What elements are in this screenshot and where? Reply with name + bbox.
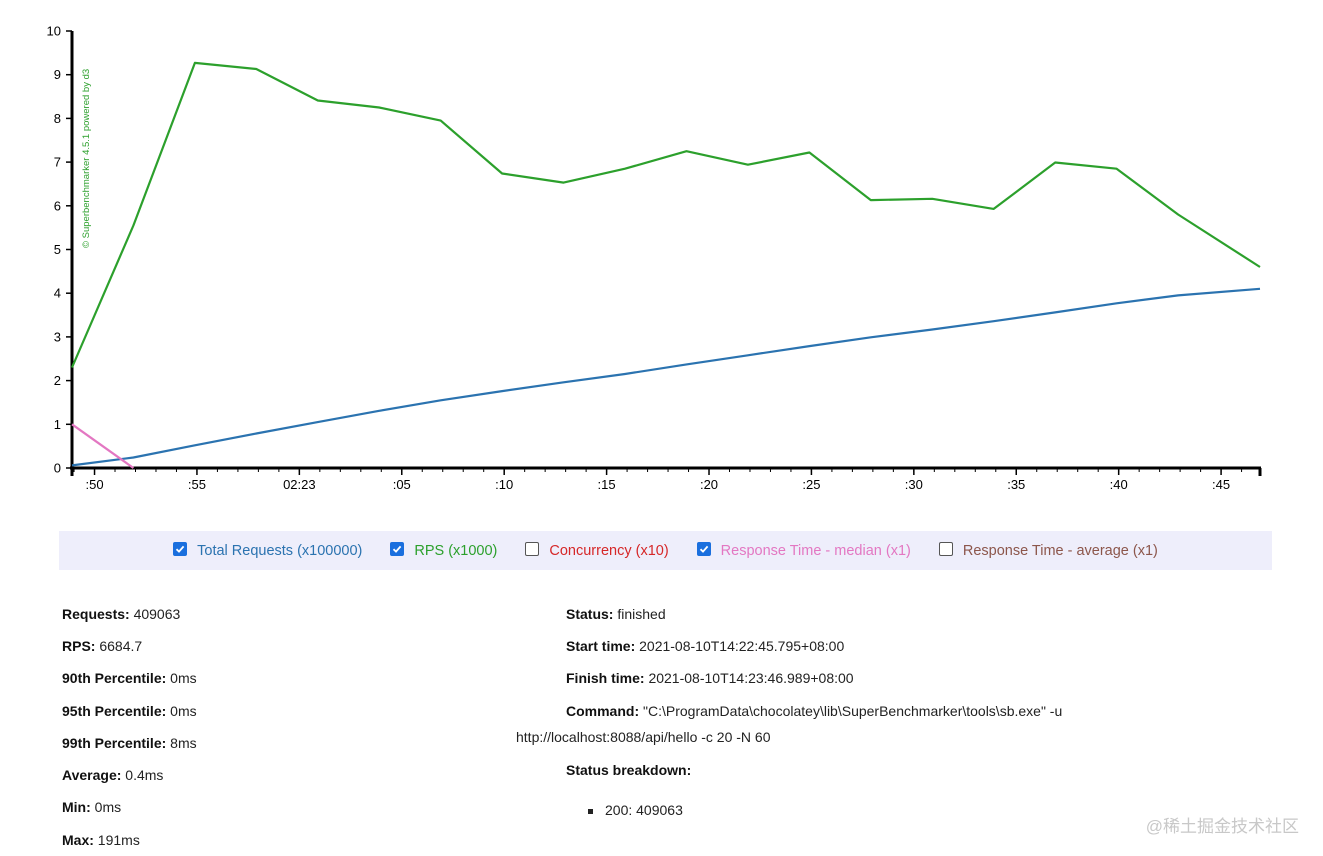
rps-checkbox[interactable] bbox=[390, 542, 405, 556]
stat-status: Status: finished bbox=[566, 606, 666, 622]
stat-max: Max: 191ms bbox=[62, 832, 140, 848]
stat-label: Finish time: bbox=[566, 670, 645, 686]
legend-item-response-median[interactable]: Response Time - median (x1) bbox=[696, 542, 911, 559]
stat-requests: Requests: 409063 bbox=[62, 606, 180, 622]
stat-min: Min: 0ms bbox=[62, 799, 121, 815]
stat-value: 191ms bbox=[97, 832, 140, 848]
stat-value: 0ms bbox=[94, 799, 122, 815]
stat-label: 99th Percentile: bbox=[62, 735, 167, 751]
x-tick-label: :40 bbox=[1110, 477, 1128, 492]
stat-value: finished bbox=[617, 606, 666, 622]
stat-label: Max: bbox=[62, 832, 94, 848]
series-layer bbox=[70, 61, 1261, 469]
legend-item-concurrency[interactable]: Concurrency (x10) bbox=[525, 542, 669, 559]
stat-label: Command: bbox=[566, 703, 640, 719]
x-tick-label: :50 bbox=[85, 477, 103, 492]
legend-item-rps[interactable]: RPS (x1000) bbox=[390, 542, 498, 559]
x-tick-label: :30 bbox=[905, 477, 923, 492]
legend-item-total-requests[interactable]: Total Requests (x100000) bbox=[173, 542, 363, 559]
legend-label: Response Time - median (x1) bbox=[720, 542, 911, 559]
stat-label: 95th Percentile: bbox=[62, 703, 167, 719]
stat-value: 2021-08-10T14:23:46.989+08:00 bbox=[648, 670, 854, 686]
stat-label: Start time: bbox=[566, 638, 636, 654]
stat-average: Average: 0.4ms bbox=[62, 767, 163, 783]
stat-value: 6684.7 bbox=[99, 638, 143, 654]
checkmark-icon bbox=[699, 545, 708, 553]
series-line-0 bbox=[71, 287, 1261, 467]
x-tick-label: :10 bbox=[495, 477, 513, 492]
watermark: @稀土掘金技术社区 bbox=[1145, 817, 1299, 836]
stat-value: "C:\ProgramData\chocolatey\lib\SuperBenc… bbox=[643, 703, 1063, 719]
stat-value: 2021-08-10T14:22:45.795+08:00 bbox=[639, 638, 845, 654]
x-tick-label: :20 bbox=[700, 477, 718, 492]
stat-command: Command: "C:\ProgramData\chocolatey\lib\… bbox=[566, 703, 1062, 719]
stat-p90: 90th Percentile: 0ms bbox=[62, 670, 197, 686]
stat-p95: 95th Percentile: 0ms bbox=[62, 703, 197, 719]
stat-label: 90th Percentile: bbox=[62, 670, 167, 686]
stat-label: Average: bbox=[62, 767, 122, 783]
command-continuation: http://localhost:8088/api/hello -c 20 -N… bbox=[516, 729, 771, 745]
stat-label: Min: bbox=[62, 799, 91, 815]
legend-label: Response Time - average (x1) bbox=[962, 542, 1158, 559]
y-tick-label: 0 bbox=[54, 461, 61, 476]
checkmark-icon bbox=[393, 545, 402, 553]
stat-value: 0.4ms bbox=[125, 767, 164, 783]
y-tick-label: 2 bbox=[54, 373, 61, 388]
breakdown-item: 200: 409063 bbox=[605, 802, 683, 818]
x-tick-label: :15 bbox=[598, 477, 616, 492]
x-tick-label: :25 bbox=[802, 477, 820, 492]
x-tick-label: :45 bbox=[1212, 477, 1230, 492]
stat-value: 409063 bbox=[133, 606, 181, 622]
legend-label: RPS (x1000) bbox=[414, 542, 498, 559]
x-tick-label: :55 bbox=[188, 477, 206, 492]
legend-item-response-average[interactable]: Response Time - average (x1) bbox=[938, 542, 1158, 559]
x-tick-label: :35 bbox=[1007, 477, 1025, 492]
checkmark-icon bbox=[176, 545, 185, 553]
total-requests-checkbox[interactable] bbox=[173, 542, 188, 556]
series-line-1 bbox=[70, 61, 1261, 368]
stat-value: 0ms bbox=[170, 703, 197, 719]
y-axis: 0 1 2 3 4 5 6 7 8 9 10 bbox=[47, 24, 74, 476]
y-tick-label: 8 bbox=[54, 111, 61, 126]
y-tick-label: 3 bbox=[54, 329, 61, 344]
stat-finish-time: Finish time: 2021-08-10T14:23:46.989+08:… bbox=[566, 670, 854, 686]
y-tick-label: 7 bbox=[54, 155, 61, 170]
stat-p99: 99th Percentile: 8ms bbox=[62, 735, 197, 751]
response-median-checkbox[interactable] bbox=[696, 542, 711, 556]
y-tick-label: 4 bbox=[54, 286, 61, 301]
legend-label: Concurrency (x10) bbox=[549, 542, 669, 559]
stat-value: 8ms bbox=[170, 735, 197, 751]
list-item: 200: 409063 bbox=[588, 802, 683, 818]
stat-rps: RPS: 6684.7 bbox=[62, 638, 142, 654]
y-tick-label: 6 bbox=[54, 198, 61, 213]
series-line-2 bbox=[71, 423, 135, 469]
stat-value: 0ms bbox=[170, 670, 197, 686]
series-legend: Total Requests (x100000) RPS (x1000) Con… bbox=[59, 531, 1272, 570]
stat-label: RPS: bbox=[62, 638, 96, 654]
response-average-checkbox[interactable] bbox=[938, 542, 953, 556]
legend-label: Total Requests (x100000) bbox=[197, 542, 363, 559]
chart-credit: © Superbenchmarker 4.5.1 powered by d3 bbox=[81, 69, 92, 248]
bullet-icon bbox=[588, 808, 593, 814]
concurrency-checkbox[interactable] bbox=[525, 542, 540, 556]
y-tick-label: 1 bbox=[54, 417, 61, 432]
x-tick-label: 02:23 bbox=[283, 477, 316, 492]
y-tick-label: 10 bbox=[47, 24, 61, 39]
x-tick-label: :05 bbox=[393, 477, 411, 492]
stat-label: Requests: bbox=[62, 606, 130, 622]
stat-label: Status: bbox=[566, 606, 614, 622]
status-breakdown-heading: Status breakdown: bbox=[566, 762, 691, 778]
y-tick-label: 9 bbox=[54, 67, 61, 82]
x-axis: :50 :55 02:23 :05 :10 :15 :20 :25 :30 :35 :40 :45 bbox=[70, 466, 1262, 492]
y-tick-label: 5 bbox=[54, 242, 61, 257]
stat-start-time: Start time: 2021-08-10T14:22:45.795+08:0… bbox=[566, 638, 844, 654]
stat-label: Status breakdown: bbox=[566, 762, 692, 778]
line-chart: 0 1 2 3 4 5 6 7 8 9 10 :50 :55 02:23 :05 :10 :15 :20 :25:… bbox=[47, 24, 1262, 492]
